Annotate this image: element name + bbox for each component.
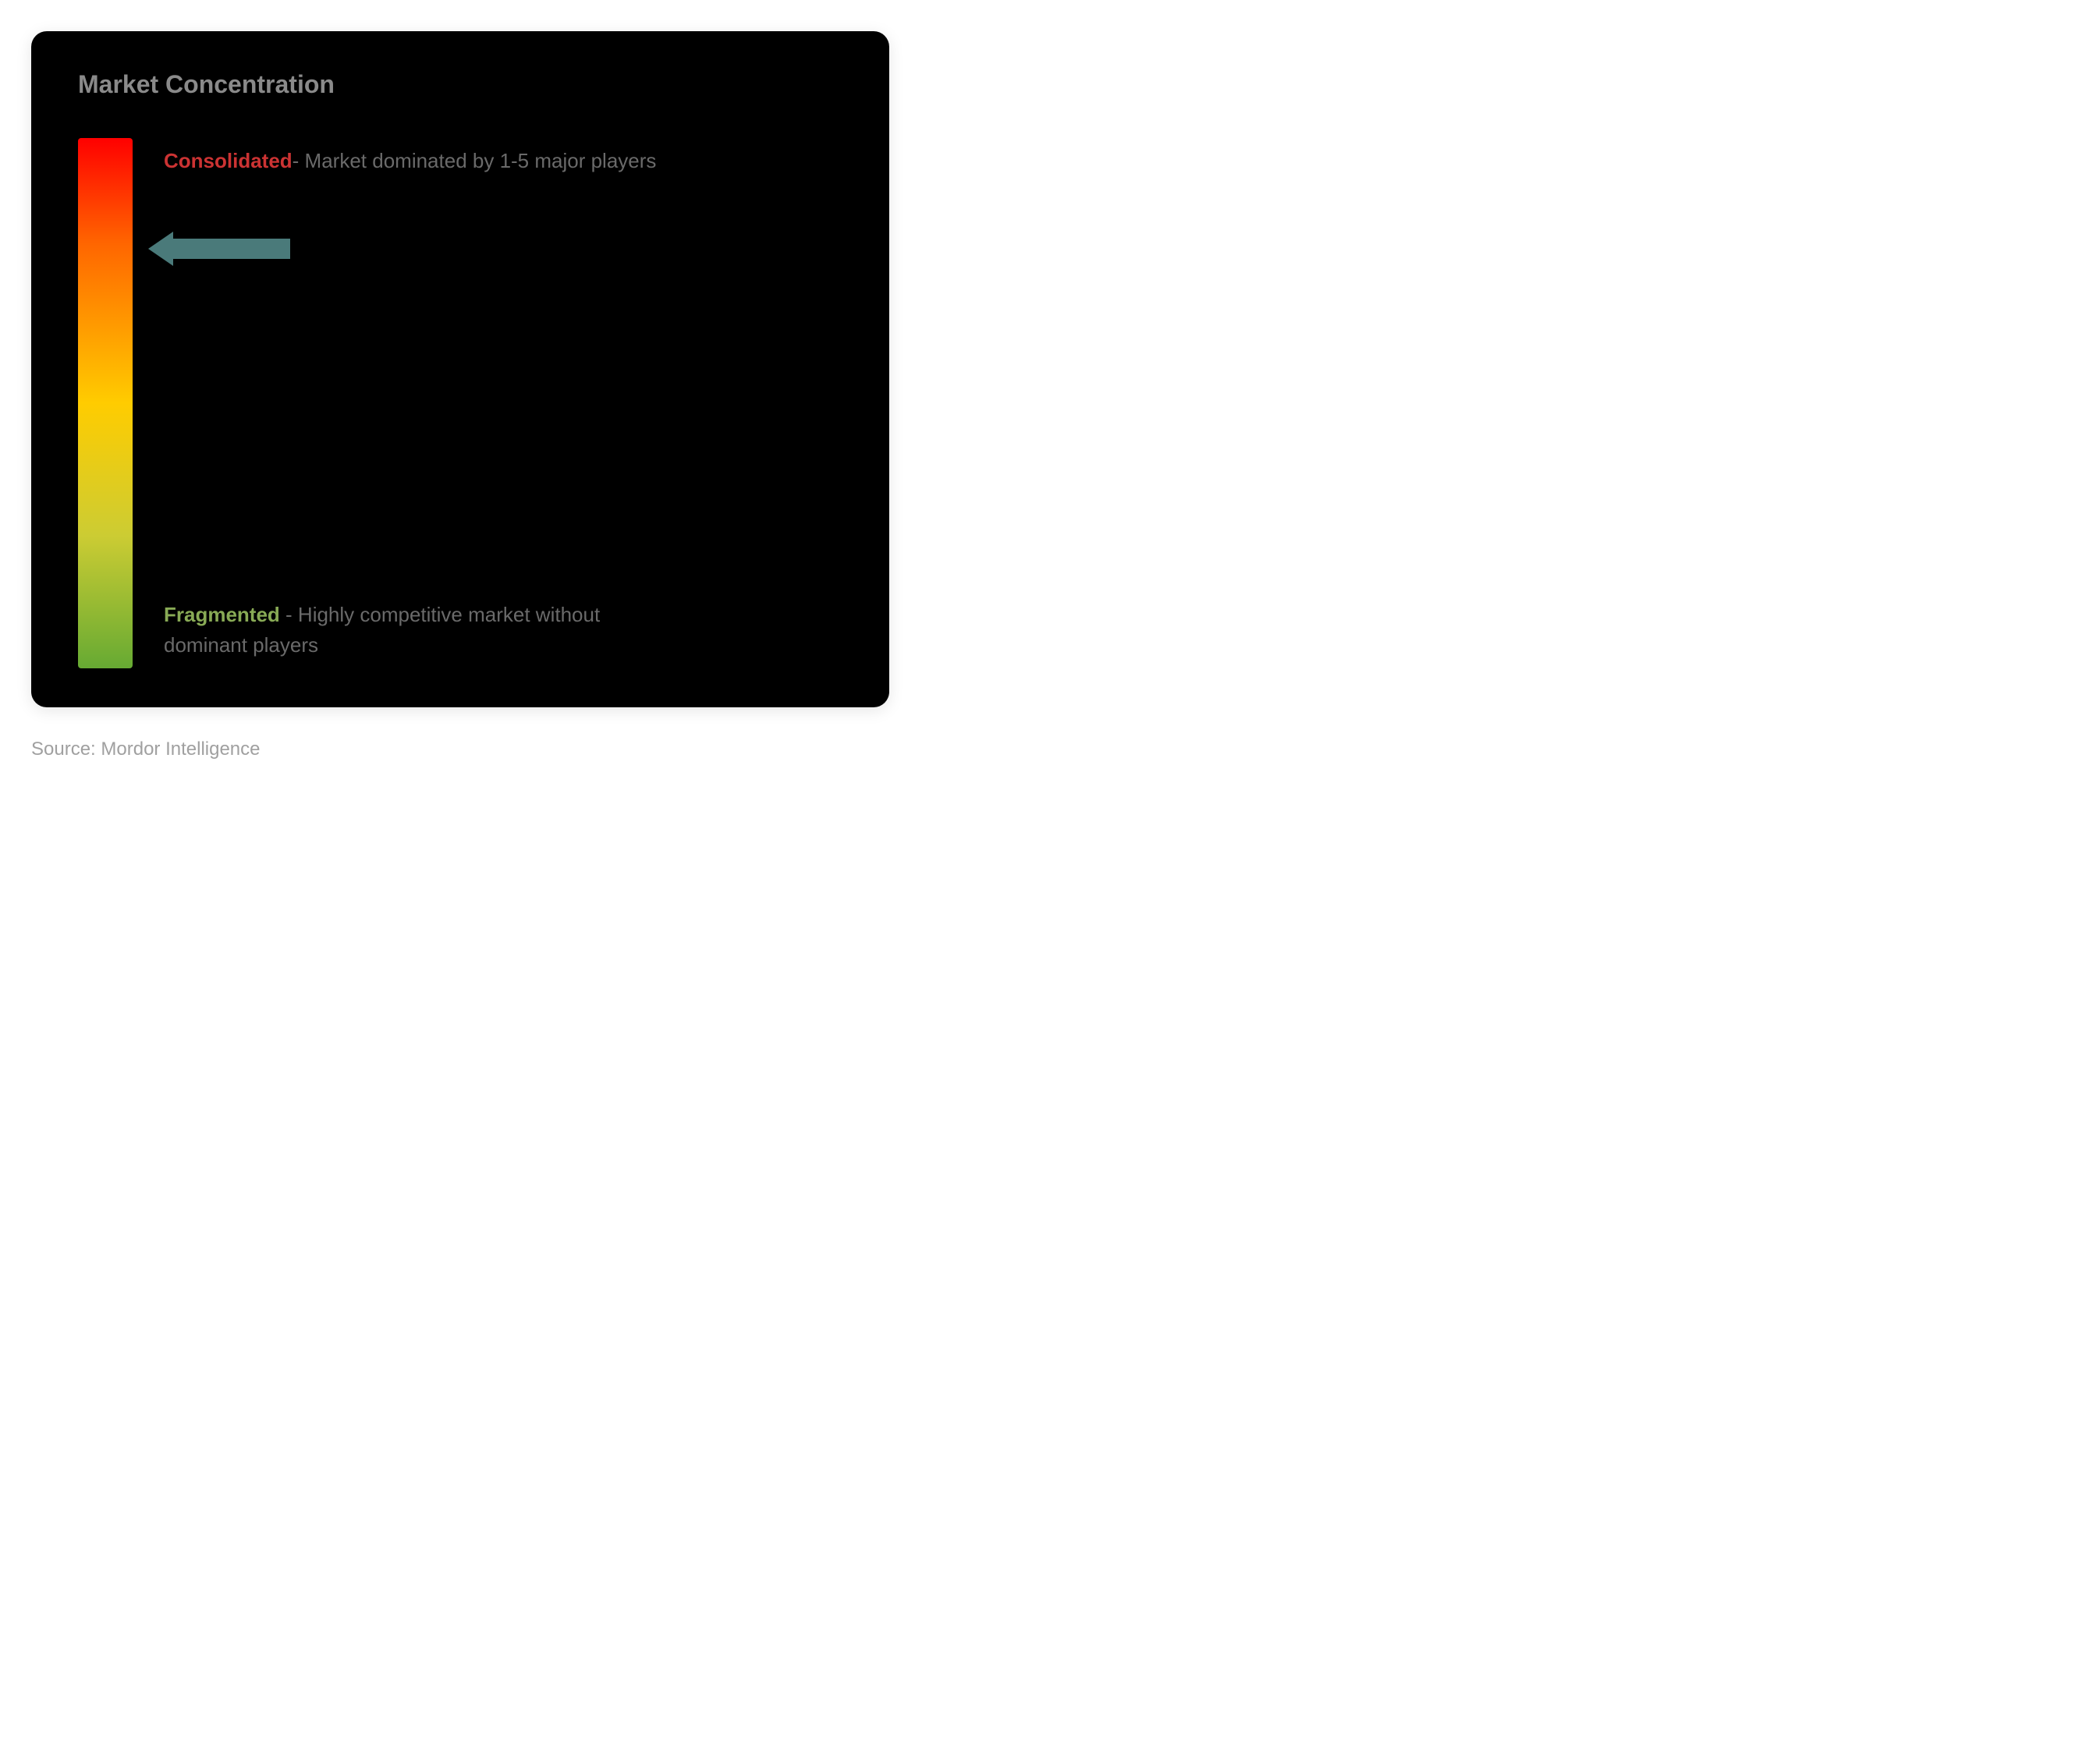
arrow-icon [148, 232, 290, 266]
consolidated-label-row: Consolidated- Market dominated by 1-5 ma… [164, 146, 842, 176]
arrow-head-icon [148, 232, 173, 266]
source-text: Mordor Intelligence [101, 739, 260, 760]
source-attribution: Source: Mordor Intelligence [31, 739, 2047, 760]
arrow-body-icon [173, 239, 290, 259]
fragmented-highlight: Fragmented [164, 603, 280, 626]
indicator-arrow [148, 232, 290, 266]
source-label: Source: [31, 739, 101, 760]
gradient-scale-bar [78, 138, 133, 668]
fragmented-label-row: Fragmented - Highly competitive market w… [164, 600, 647, 661]
chart-content: Consolidated- Market dominated by 1-5 ma… [78, 138, 842, 668]
chart-container: Market Concentration Consolidated- Marke… [31, 31, 889, 707]
consolidated-highlight: Consolidated [164, 149, 293, 172]
labels-column: Consolidated- Market dominated by 1-5 ma… [164, 138, 842, 668]
consolidated-description: - Market dominated by 1-5 major players [293, 149, 657, 172]
chart-title: Market Concentration [78, 70, 842, 99]
